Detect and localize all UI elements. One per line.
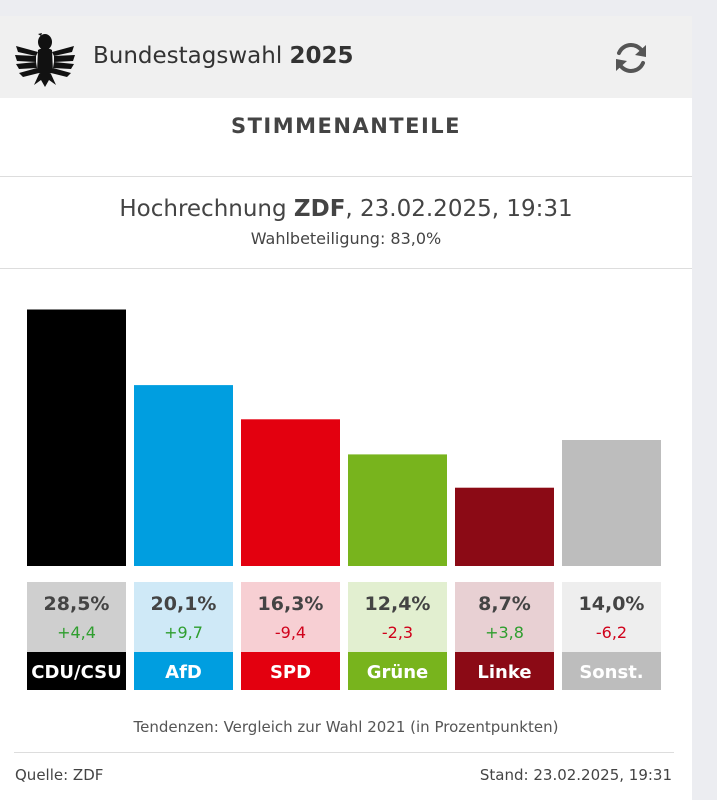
divider xyxy=(0,268,692,269)
bar-cdu-csu xyxy=(27,309,126,566)
footer-divider xyxy=(14,752,674,753)
party-label-box-spd xyxy=(241,652,340,690)
turnout-label: Wahlbeteiligung: 83,0% xyxy=(250,229,442,248)
bar-grüne xyxy=(348,454,447,566)
party-label-sonst: Sonst. xyxy=(579,662,643,683)
change-label-spd: -9,4 xyxy=(275,623,306,642)
change-label-cdu-csu: +4,4 xyxy=(57,623,96,642)
projection-subtitle: Hochrechnung ZDF, 23.02.2025, 19:31 xyxy=(0,196,692,222)
party-label-afd: AfD xyxy=(165,662,202,683)
party-label-box-grüne xyxy=(348,652,447,690)
party-label-linke: Linke xyxy=(477,662,531,683)
party-label-box-afd xyxy=(134,652,233,690)
party-label-box-linke xyxy=(455,652,554,690)
subtitle-datetime: , 23.02.2025, 19:31 xyxy=(345,196,573,222)
divider xyxy=(0,176,692,177)
vote-share-chart: 28,5% +4,4 CDU/CSU 20,1% +9,7 AfD 16,3% -9,4 SPD… xyxy=(27,309,661,690)
change-label-grüne: -2,3 xyxy=(382,623,413,642)
value-label-grüne: 12,4% xyxy=(365,593,431,615)
election-card: Bundestagswahl 2025 STIMMENANTEILE Hochr… xyxy=(0,16,692,800)
value-label-linke: 8,7% xyxy=(478,593,531,615)
party-label-spd: SPD xyxy=(270,662,311,683)
federal-eagle-icon xyxy=(15,33,75,87)
value-box-linke xyxy=(455,582,554,652)
bar-afd xyxy=(134,385,233,566)
value-label-cdu-csu: 28,5% xyxy=(44,593,110,615)
value-box-cdu-csu xyxy=(27,582,126,652)
change-label-linke: +3,8 xyxy=(485,623,524,642)
footer-timestamp: Stand: 23.02.2025, 19:31 xyxy=(479,766,672,784)
value-label-spd: 16,3% xyxy=(258,593,324,615)
value-box-afd xyxy=(134,582,233,652)
header-title-prefix: Bundestagswahl xyxy=(93,43,283,69)
value-box-sonst xyxy=(562,582,661,652)
header-title-year: 2025 xyxy=(289,43,354,69)
party-label-grüne: Grüne xyxy=(367,662,429,683)
value-box-grüne xyxy=(348,582,447,652)
value-label-sonst: 14,0% xyxy=(579,593,645,615)
header-title: Bundestagswahl 2025 xyxy=(93,43,354,69)
change-label-afd: +9,7 xyxy=(164,623,203,642)
party-label-box-cdu-csu xyxy=(27,652,126,690)
subtitle-source: ZDF xyxy=(293,196,346,222)
footer-source: Quelle: ZDF xyxy=(15,766,104,784)
bar-linke xyxy=(455,487,554,566)
party-label-cdu-csu: CDU/CSU xyxy=(31,662,121,683)
bar-spd xyxy=(241,419,340,566)
subtitle-prefix: Hochrechnung xyxy=(119,196,287,222)
refresh-icon[interactable] xyxy=(609,36,653,80)
section-title: STIMMENANTEILE xyxy=(230,114,461,138)
value-label-afd: 20,1% xyxy=(151,593,217,615)
value-box-spd xyxy=(241,582,340,652)
change-label-sonst: -6,2 xyxy=(596,623,627,642)
party-label-box-sonst xyxy=(562,652,661,690)
bar-sonst xyxy=(562,440,661,566)
chart-footnote: Tendenzen: Vergleich zur Wahl 2021 (in P… xyxy=(133,718,559,736)
header-bar: Bundestagswahl 2025 xyxy=(0,16,692,98)
